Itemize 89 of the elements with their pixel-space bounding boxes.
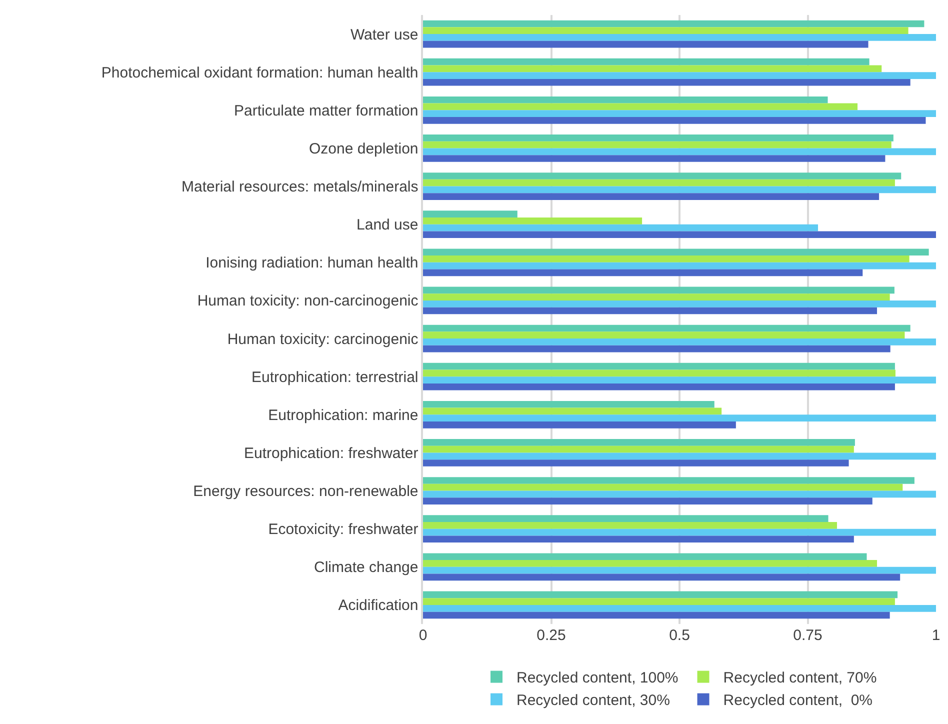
bar — [423, 439, 855, 446]
x-tick-label: 1 — [932, 627, 940, 644]
bar — [423, 566, 936, 574]
bar — [423, 553, 867, 560]
bar — [423, 231, 936, 238]
bar — [423, 490, 936, 498]
bar — [423, 117, 926, 124]
bar — [423, 477, 914, 484]
bar — [423, 224, 818, 232]
legend-label: Recycled content, 0% — [723, 692, 873, 710]
bar — [423, 148, 936, 156]
bar — [423, 172, 902, 180]
bar — [423, 307, 878, 314]
y-tick-label: Eutrophication: terrestrial — [252, 368, 418, 386]
bar — [423, 58, 870, 66]
bar — [423, 408, 722, 415]
bar — [423, 155, 886, 162]
y-tick-label: Material resources: metals/minerals — [182, 178, 418, 196]
y-tick-label: Energy resources: non-renewable — [193, 483, 418, 500]
bar — [423, 324, 910, 332]
y-tick-label: Photochemical oxidant formation: human health — [101, 64, 418, 82]
bar — [423, 612, 890, 619]
bar — [423, 110, 936, 118]
bar — [423, 345, 890, 352]
y-tick-label: Climate change — [314, 559, 418, 576]
bar — [423, 604, 936, 612]
bar — [423, 217, 642, 224]
y-tick-label: Particulate matter formation — [234, 102, 418, 120]
x-tick-label: 0.5 — [669, 627, 690, 644]
bar — [423, 484, 903, 491]
y-tick-label: Land use — [356, 216, 418, 234]
bar — [423, 34, 936, 41]
bar — [423, 598, 895, 605]
bar — [423, 498, 872, 504]
bar — [423, 446, 854, 453]
y-tick-label: Human toxicity: non-carcinogenic — [197, 292, 419, 310]
bar — [423, 300, 936, 308]
bar — [423, 400, 714, 408]
bar — [423, 40, 868, 48]
bar — [423, 210, 518, 218]
bar — [423, 515, 828, 522]
y-tick-label: Water use — [350, 26, 418, 44]
bar — [423, 262, 936, 270]
bar — [423, 134, 894, 142]
bar — [423, 528, 936, 536]
bar — [423, 591, 898, 598]
y-tick-label: Eutrophication: freshwater — [244, 444, 418, 462]
bar — [423, 522, 837, 529]
bar — [423, 78, 910, 86]
bar — [423, 27, 908, 34]
bar — [423, 72, 936, 79]
bar — [423, 574, 900, 581]
bar — [423, 294, 890, 300]
bar — [423, 20, 924, 28]
y-tick-label: Ecotoxicity: freshwater — [268, 521, 418, 538]
bar — [423, 414, 936, 422]
legend-label: Recycled content, 30% — [516, 692, 670, 710]
bar — [423, 96, 828, 104]
bar — [423, 536, 854, 543]
bar — [423, 338, 936, 346]
bar — [423, 362, 895, 370]
bar — [423, 286, 894, 294]
bar — [423, 179, 895, 186]
bar — [423, 103, 858, 110]
x-tick-label: 0 — [418, 627, 428, 644]
bar — [423, 460, 849, 466]
bar — [423, 193, 880, 200]
bar — [423, 560, 878, 567]
bar — [423, 186, 936, 194]
bar — [423, 452, 936, 460]
x-tick-label: 0.25 — [536, 627, 566, 644]
bar — [423, 376, 936, 384]
bar — [423, 141, 892, 148]
bar — [423, 370, 896, 377]
y-tick-label: Ozone depletion — [309, 140, 418, 158]
y-tick-label: Eutrophication: marine — [268, 406, 418, 424]
x-tick-label: 0.75 — [793, 627, 822, 644]
bar — [423, 65, 882, 72]
y-tick-label: Human toxicity: carcinogenic — [227, 330, 419, 348]
bar — [423, 256, 910, 262]
bar — [423, 269, 863, 276]
legend-label: Recycled content, 100% — [516, 670, 678, 687]
bar — [423, 422, 736, 428]
bar — [423, 332, 905, 339]
y-tick-label: Ionising radiation: human health — [206, 254, 418, 272]
bar — [423, 383, 895, 390]
bar — [423, 248, 929, 256]
y-tick-label: Acidification — [338, 597, 418, 614]
legend-label: Recycled content, 70% — [723, 670, 877, 687]
